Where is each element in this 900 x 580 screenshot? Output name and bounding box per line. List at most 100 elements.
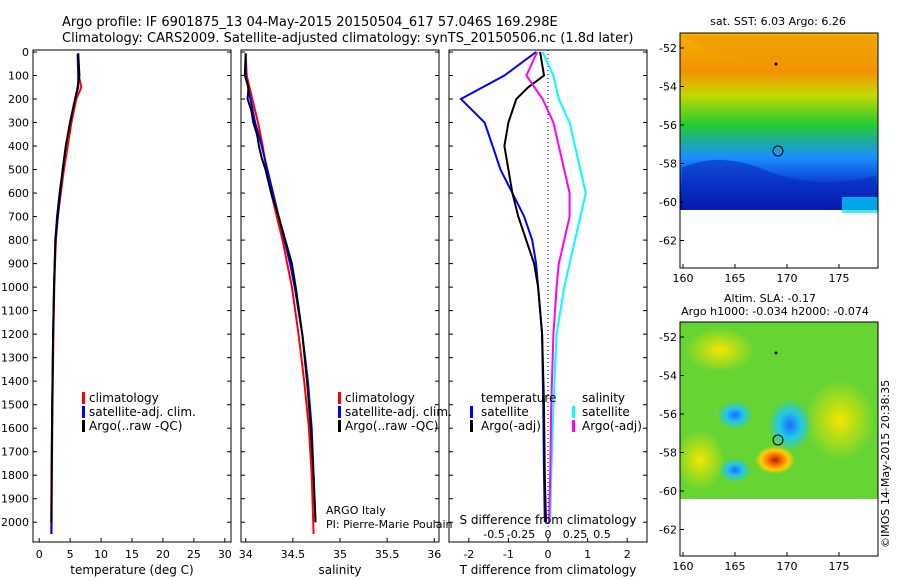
series-line [459,51,546,523]
depth-axis: 0 100 200 300 400 500 600 700 800 900 1000 1100 1200… [1,46,647,529]
depth-tick-label: 1800 [1,469,29,482]
sst-cold-patch [682,159,876,210]
sst-missing-data [680,210,878,268]
x-tick-label: 20 [156,548,170,561]
map-lon-label: 160 [673,272,694,285]
depth-tick-label: 1700 [1,446,29,459]
map-lon-label: 165 [725,272,746,285]
map-lat-label: -60 [659,196,677,209]
salinity-panel-frame [240,49,440,543]
series-line [50,54,83,535]
depth-tick-label: 200 [8,93,29,106]
legend-swatch-satellite [338,406,341,418]
depth-tick-label: 2000 [1,516,29,529]
difference-legend: temperature satellite Argo(-adj) salinit… [470,391,642,433]
x-tick-label: -1 [503,548,514,561]
x-tick-label: 15 [125,548,139,561]
legend-swatch-climatology [338,392,341,404]
sla-map-frame [679,321,879,557]
sst-map-frame [679,32,879,269]
sst-map-title: sat. SST: 6.03 Argo: 6.26 [710,15,846,28]
difference-panel-frame [448,49,648,543]
sla-yellow-patch [675,430,725,490]
depth-tick-label: 1400 [1,375,29,388]
depth-tick-label: 1300 [1,352,29,365]
legend-label-climatology: climatology [345,391,415,405]
legend-label-s-satellite: satellite [582,405,630,419]
salinity-xlabel: salinity [318,563,361,577]
temperature-xlabel: temperature (deg C) [70,563,193,577]
map-lat-label: -52 [659,331,677,344]
salinity-difference-ticks: -0.5 -0.25 0 0.25 0.5 [483,528,610,541]
legend-swatch-climatology [82,392,85,404]
depth-tick-label: 1600 [1,422,29,435]
profile-curves [50,51,587,535]
reference-dot [774,62,778,66]
map-lat-label: -62 [659,235,677,248]
map-lat-label: -58 [659,447,677,460]
map-lon-label: 170 [777,272,798,285]
credit-stamp: ©IMOS 14-May-2015 20:38:35 [879,380,892,548]
series-line [50,53,81,523]
series-line [243,53,317,523]
top-tick-label: 0 [545,528,552,541]
x-axes: 0 5 10 15 20 25 30 34 34.5 35 35.5 36 -2 -1 0 1 2 [36,538,631,561]
depth-tick-label: 900 [8,258,29,271]
depth-tick-label: 1900 [1,493,29,506]
series-line [503,51,547,523]
sla-missing-data [680,499,878,556]
sst-map [679,32,879,269]
depth-tick-label: 100 [8,70,29,83]
map-lon-label: 160 [673,560,694,573]
salinity-legend: climatology satellite-adj. clim. Argo(..… [338,391,452,433]
x-tick-label: 1 [584,548,591,561]
map-lon-label: 165 [725,560,746,573]
sst-orange-patch [682,36,876,70]
map-lon-label: 170 [777,560,798,573]
sla-cold-eddy [717,401,753,429]
legend-label-argo: Argo(..raw -QC) [345,419,438,433]
legend-label-satellite: satellite-adj. clim. [89,405,196,419]
float-pi-note: PI: Pierre-Marie Poulain [326,518,453,531]
legend-label-s-argo: Argo(-adj) [582,419,642,433]
x-tick-label: 30 [218,548,232,561]
depth-tick-label: 400 [8,140,29,153]
legend-swatch-argo [338,420,341,432]
legend-label-argo: Argo(..raw -QC) [89,419,182,433]
sla-yellow-patch [805,380,875,460]
sla-map-axes: -52 -54 -56 -58 -60 -62 160 165 170 175 [659,331,849,573]
sla-map-title: Altim. SLA: -0.17 [724,292,816,305]
float-location-marker [772,434,784,446]
map-lat-label: -60 [659,485,677,498]
depth-tick-label: 1100 [1,305,29,318]
figure-title-line2: Climatology: CARS2009. Satellite-adjuste… [62,31,634,46]
sla-cold-eddy [719,458,751,482]
map-lat-label: -54 [659,370,677,383]
map-lon-label: 175 [829,272,850,285]
reference-dot [774,351,778,355]
x-tick-label: 10 [94,548,108,561]
depth-tick-label: 600 [8,187,29,200]
map-lat-label: -56 [659,408,677,421]
x-tick-label: 5 [67,548,74,561]
figure-title-line1: Argo profile: IF 6901875_13 04-May-2015 … [62,15,558,30]
map-lon-label: 175 [829,560,850,573]
float-location-marker [772,145,784,157]
depth-tick-label: 500 [8,164,29,177]
depth-tick-label: 300 [8,117,29,130]
legend-swatch-t-satellite [470,406,473,418]
legend-swatch-s-argo [572,420,575,432]
x-tick-label: 36 [427,548,441,561]
x-tick-label: 34.5 [281,548,306,561]
legend-title-salinity: salinity [582,391,625,405]
sst-ice-patch [842,197,878,213]
map-lat-label: -56 [659,119,677,132]
legend-swatch-s-satellite [572,406,575,418]
temperature-panel-frame [32,49,232,543]
difference-top-label: S difference from climatology [460,513,637,527]
legend-swatch-argo [82,420,85,432]
depth-tick-label: 800 [8,234,29,247]
series-line [244,54,317,523]
x-tick-label: 25 [187,548,201,561]
